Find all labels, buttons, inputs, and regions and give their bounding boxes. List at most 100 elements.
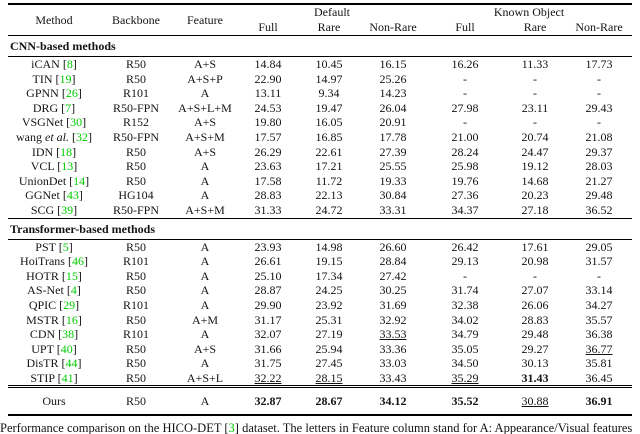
citation-link[interactable]: 26 [65, 86, 78, 101]
method-name: AS-Net [27, 283, 64, 298]
col-header-ko-full: Full [455, 20, 475, 34]
method-name: IDN [31, 144, 54, 159]
table-row: iCAN [8] R50 A+S 14.84 10.45 16.15 16.26 11.33 1… [8, 57, 632, 72]
caption-text: Performance comparison on the HICO-DET [ [0, 421, 229, 434]
value-cell: 20.74 [521, 129, 549, 144]
value-cell: 10.45 [315, 57, 343, 71]
citation-link[interactable]: 18 [60, 144, 73, 159]
value-cell: 34.12 [360, 385, 427, 417]
table-row: UPT [40] R50 A+S 31.66 25.94 33.36 35.05 29.27 3… [8, 342, 632, 357]
table-row: CDN [38] R101 A 32.07 27.19 33.53 34.79 29.48 36… [8, 327, 632, 342]
value-cell: 26.60 [379, 239, 407, 254]
value-cell: 29.48 [585, 188, 613, 203]
citation-link[interactable]: 16 [65, 312, 78, 327]
value-cell: 30.84 [379, 188, 407, 203]
backbone-cell: R50 [125, 341, 146, 356]
value-cell: 31.66 [254, 341, 282, 356]
method-cell: SCG [39] [30, 202, 78, 217]
citation-link[interactable]: 13 [61, 159, 74, 174]
citation-link[interactable]: 15 [65, 268, 78, 283]
feature-cell: A [200, 239, 210, 254]
feature-cell: A+S+M [185, 202, 225, 217]
feature-cell: A+S+M [185, 129, 225, 144]
value-cell: 36.52 [585, 202, 613, 217]
feature-cell: A [200, 86, 210, 101]
value-cell: 20.23 [521, 188, 549, 203]
citation-link[interactable]: 4 [70, 283, 77, 298]
col-header-backbone: Backbone [112, 12, 160, 27]
value-cell: 32.22 [254, 370, 282, 385]
method-name: HoiTrans [20, 254, 65, 269]
feature-cell: A [200, 188, 210, 203]
value-cell: 35.57 [585, 312, 613, 327]
value-cell: 14.68 [521, 173, 549, 188]
method-cell: IDN [18] [31, 144, 77, 159]
value-cell: 23.93 [254, 239, 282, 254]
value-cell: 25.10 [254, 268, 282, 283]
citation-link[interactable]: 40 [60, 341, 73, 356]
col-header-ko-rare: Rare [523, 20, 547, 34]
feature-cell: A+S+L [186, 370, 224, 385]
table-row: TIN [19] R50 A+S+P 22.90 14.97 25.26 - - - [8, 72, 632, 87]
table-row: HoiTrans [46] R101 A 26.61 19.15 28.84 29.13 20… [8, 254, 632, 269]
citation-link[interactable]: 39 [61, 202, 74, 217]
method-name: GPNN [26, 86, 59, 101]
value-cell: 27.07 [521, 283, 549, 298]
value-cell: - [597, 268, 602, 283]
citation-link[interactable]: 38 [62, 327, 75, 342]
value-cell: 22.13 [315, 188, 343, 203]
method-cell: GGNet [43] [25, 188, 83, 203]
value-cell: 32.07 [254, 327, 282, 342]
value-cell: 17.34 [315, 268, 343, 283]
citation-link[interactable]: 41 [61, 370, 74, 385]
value-cell: 23.63 [254, 159, 282, 174]
backbone-cell: R50 [125, 173, 146, 188]
value-cell: 16.85 [315, 129, 343, 144]
value-cell: - [463, 71, 468, 86]
method-cell: wang et al. [32] [16, 129, 92, 144]
backbone-cell: R50-FPN [112, 129, 159, 144]
citation-link[interactable]: 29 [63, 297, 76, 312]
table-row: VCL [13] R50 A 23.63 17.21 25.55 25.98 19.12 28.… [8, 159, 632, 174]
backbone-cell: R101 [122, 297, 149, 312]
value-cell: 11.33 [521, 57, 549, 71]
value-cell: 27.39 [379, 144, 407, 159]
value-cell: 17.73 [585, 57, 613, 71]
table-row: wang et al. [32] R50-FPN A+S+M 17.57 16.85 17… [8, 130, 632, 145]
citation-link[interactable]: 5 [62, 239, 69, 254]
citation-link[interactable]: 43 [66, 188, 79, 203]
caption-citation-link[interactable]: 3 [228, 421, 235, 434]
method-name: VCL [30, 159, 55, 174]
table-row: DRG [7] R50-FPN A+S+L+M 24.53 19.47 26.04 27.9… [8, 101, 632, 116]
value-cell: 19.33 [379, 173, 407, 188]
value-cell: - [533, 71, 538, 86]
value-cell: 33.53 [379, 327, 407, 342]
table-row: QPIC [29] R101 A 29.90 23.92 31.69 32.38 26.06 3… [8, 298, 632, 313]
method-cell: VSGNet [30] [21, 115, 87, 130]
citation-link[interactable]: 30 [70, 115, 83, 130]
citation-link[interactable]: 14 [73, 173, 86, 188]
table-row: GGNet [43] HG104 A 28.83 22.13 30.84 27.36 20.2… [8, 188, 632, 203]
value-cell: 31.33 [254, 202, 282, 217]
col-group-known-object: Known Object [493, 5, 565, 19]
value-cell: 32.92 [379, 312, 407, 327]
citation-link[interactable]: 7 [65, 100, 72, 115]
method-name: UPT [31, 341, 54, 356]
value-cell: - [533, 115, 538, 130]
citation-link[interactable]: 46 [71, 254, 84, 269]
method-cell: UPT [40] [31, 341, 77, 356]
citation-link[interactable]: 32 [76, 129, 88, 144]
value-cell: 17.21 [315, 159, 343, 174]
method-cell: HOTR [15] [26, 268, 82, 283]
value-cell: 17.57 [254, 129, 282, 144]
value-cell: 22.90 [254, 71, 282, 86]
citation-link[interactable]: 8 [66, 57, 73, 71]
method-name: TIN [32, 71, 53, 86]
table-row: MSTR [16] R50 A+M 31.17 25.31 32.92 34.02 28.83… [8, 313, 632, 328]
value-cell: 35.52 [426, 385, 505, 417]
feature-cell: A [200, 173, 210, 188]
section-title: Transformer-based methods [8, 217, 633, 240]
citation-link[interactable]: 44 [65, 356, 78, 371]
citation-link[interactable]: 19 [59, 71, 72, 86]
value-cell: 35.81 [585, 356, 613, 371]
